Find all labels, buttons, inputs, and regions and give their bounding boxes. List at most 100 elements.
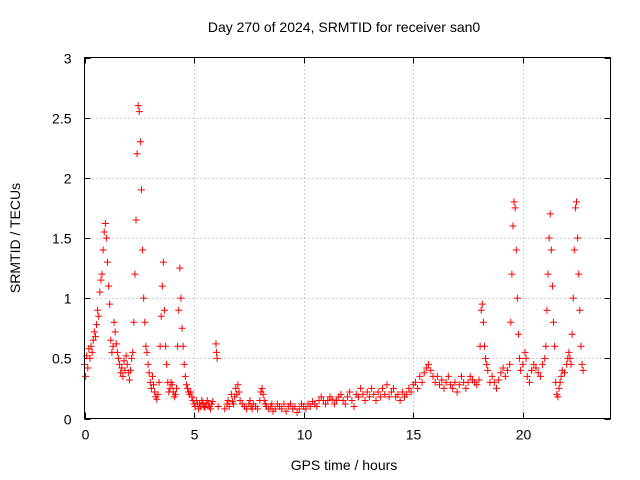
data-point bbox=[571, 204, 579, 212]
data-point bbox=[95, 312, 103, 320]
y-tick-label: 1 bbox=[64, 291, 72, 307]
data-point bbox=[506, 360, 514, 368]
data-point bbox=[387, 388, 395, 396]
data-point bbox=[293, 408, 301, 416]
data-point bbox=[171, 390, 179, 398]
data-point bbox=[136, 138, 144, 146]
data-point bbox=[501, 372, 509, 380]
data-point bbox=[84, 364, 92, 372]
data-point bbox=[179, 342, 187, 350]
data-point bbox=[509, 222, 517, 230]
data-point bbox=[175, 306, 183, 314]
data-point bbox=[313, 402, 321, 410]
data-point bbox=[159, 258, 167, 266]
data-point bbox=[557, 372, 565, 380]
data-point bbox=[143, 348, 151, 356]
data-point bbox=[135, 108, 143, 116]
data-point bbox=[129, 348, 137, 356]
data-point bbox=[147, 384, 155, 392]
data-point bbox=[107, 336, 115, 344]
y-axis-label: SRMTID / TECUs bbox=[7, 183, 23, 293]
data-point bbox=[155, 378, 163, 386]
data-point bbox=[569, 294, 577, 302]
data-point bbox=[357, 384, 365, 392]
data-point bbox=[127, 366, 135, 374]
data-point bbox=[106, 300, 114, 308]
data-point bbox=[390, 384, 398, 392]
data-point bbox=[271, 405, 279, 413]
data-point bbox=[117, 369, 125, 377]
data-point bbox=[213, 354, 221, 362]
data-point bbox=[105, 282, 113, 290]
data-point bbox=[542, 342, 550, 350]
data-point bbox=[565, 348, 573, 356]
data-point bbox=[354, 393, 362, 401]
data-point bbox=[534, 369, 542, 377]
data-point bbox=[560, 369, 568, 377]
data-point bbox=[361, 396, 369, 404]
x-tick-label: 20 bbox=[516, 427, 532, 443]
data-point bbox=[372, 396, 380, 404]
data-point bbox=[137, 186, 145, 194]
data-point bbox=[254, 405, 262, 413]
data-point bbox=[539, 360, 547, 368]
data-point bbox=[457, 372, 465, 380]
plot-frame bbox=[84, 57, 611, 419]
data-point bbox=[90, 328, 98, 336]
data-point bbox=[100, 228, 108, 236]
data-point bbox=[473, 381, 481, 389]
y-tick-label: 0 bbox=[64, 412, 72, 428]
data-point bbox=[568, 330, 576, 338]
data-point bbox=[120, 357, 128, 365]
data-point bbox=[483, 360, 491, 368]
data-point bbox=[493, 384, 501, 392]
data-point bbox=[438, 376, 446, 384]
data-point bbox=[482, 354, 490, 362]
data-point bbox=[133, 150, 141, 158]
y-tick-label: 2 bbox=[64, 171, 72, 187]
data-point bbox=[236, 396, 244, 404]
data-point bbox=[330, 400, 338, 408]
data-point bbox=[110, 318, 118, 326]
data-point bbox=[546, 210, 554, 218]
data-point bbox=[556, 378, 564, 386]
data-point bbox=[574, 234, 582, 242]
data-point bbox=[453, 388, 461, 396]
data-point bbox=[541, 354, 549, 362]
data-point bbox=[490, 378, 498, 386]
data-point bbox=[449, 384, 457, 392]
data-point bbox=[181, 372, 189, 380]
data-point bbox=[111, 328, 119, 336]
data-point bbox=[91, 333, 99, 341]
data-point bbox=[145, 369, 153, 377]
data-point bbox=[94, 306, 102, 314]
data-point bbox=[512, 246, 520, 254]
data-point bbox=[142, 342, 150, 350]
data-point bbox=[365, 393, 373, 401]
y-tick-label: 2.5 bbox=[52, 111, 72, 127]
data-point bbox=[225, 402, 233, 410]
data-point bbox=[131, 270, 139, 278]
data-point bbox=[514, 330, 522, 338]
data-point bbox=[224, 396, 232, 404]
data-point bbox=[376, 393, 384, 401]
x-tick-label: 0 bbox=[82, 427, 90, 443]
data-point bbox=[160, 306, 168, 314]
data-point bbox=[176, 264, 184, 272]
data-point bbox=[153, 395, 161, 403]
x-tick-label: 10 bbox=[297, 427, 313, 443]
data-point bbox=[576, 306, 584, 314]
data-point bbox=[431, 378, 439, 386]
data-point bbox=[530, 360, 538, 368]
data-point bbox=[368, 384, 376, 392]
data-point bbox=[480, 342, 488, 350]
data-point bbox=[521, 348, 529, 356]
data-point bbox=[101, 220, 109, 228]
data-point bbox=[385, 393, 393, 401]
data-point bbox=[528, 366, 536, 374]
x-tick-label: 5 bbox=[191, 427, 199, 443]
data-point bbox=[188, 393, 196, 401]
data-point bbox=[350, 402, 358, 410]
data-point bbox=[420, 369, 428, 377]
chart-title: Day 270 of 2024, SRMTID for receiver san… bbox=[208, 19, 481, 35]
